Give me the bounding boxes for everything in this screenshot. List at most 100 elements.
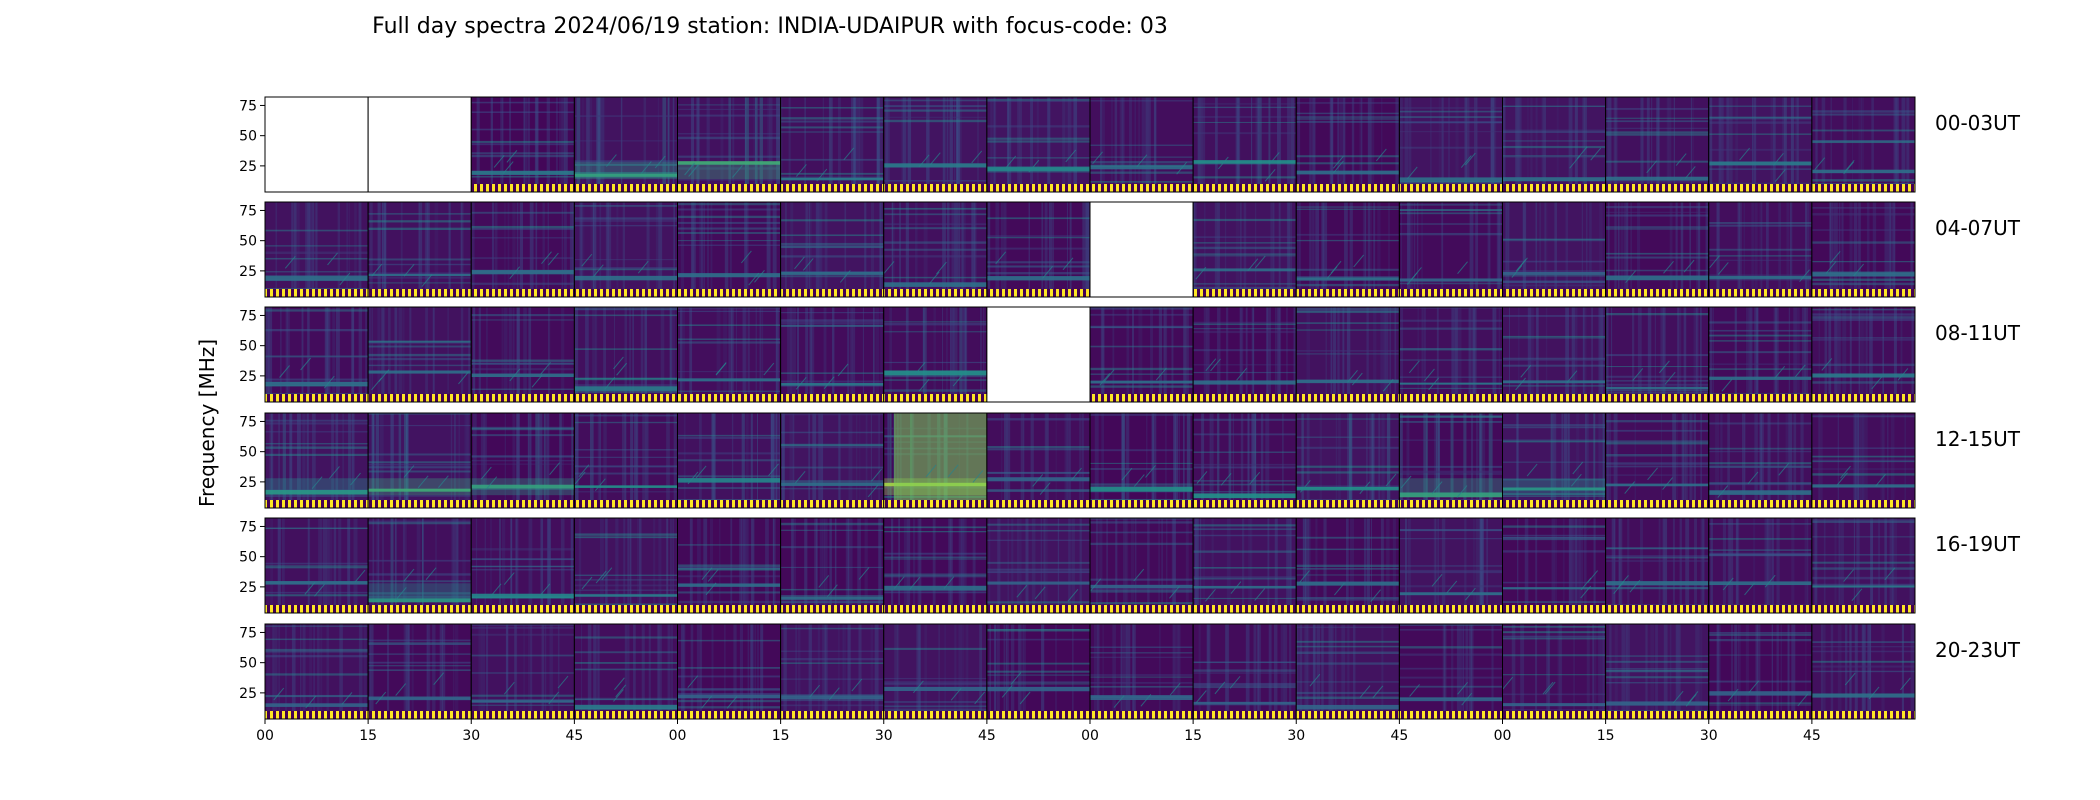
spectrum-panel-r0-c7 [986,96,1091,193]
y-tick-label: 75 [239,203,257,219]
spectrum-panel-r1-c14 [1708,201,1813,298]
spectrum-panel-r3-c2 [470,412,575,509]
spectrum-panel-r2-c0 [264,306,369,403]
spectrum-panel-r3-c1 [367,412,472,509]
spectrum-panel-r0-c12 [1502,96,1607,193]
spectrum-panel-r2-c11 [1398,306,1503,403]
spectrum-panel-r4-c13 [1605,517,1710,614]
spectrum-panel-r2-c12 [1502,306,1607,403]
spectrum-panel-r2-c13 [1605,306,1710,403]
spectrum-panel-r3-c12 [1502,412,1607,509]
spectrum-panel-r5-c8 [1089,623,1194,720]
spectrum-panel-r5-c14 [1708,623,1813,720]
spectrum-panel-r4-c0 [264,517,369,614]
spectrum-panel-r1-c12 [1502,201,1607,298]
y-tick-label: 75 [239,308,257,324]
spectrum-panel-r4-c8 [1089,517,1194,614]
y-tick-label: 50 [239,129,257,145]
spectrum-panel-r5-c5 [780,623,885,720]
x-tick-label: 45 [978,728,996,744]
x-tick-label: 15 [1184,728,1202,744]
spectrum-panel-r1-c13 [1605,201,1710,298]
y-tick-label: 50 [239,656,257,672]
spectrum-panel-r5-c9 [1192,623,1297,720]
row-time-label: 12-15UT [1935,427,2021,451]
spectrum-panel-r0-c1 [367,96,472,193]
y-tick-label: 25 [239,686,257,702]
spectrum-panel-r0-c0 [264,96,369,193]
spectrum-panel-r5-c13 [1605,623,1710,720]
spectrum-panel-r1-c8 [1089,201,1194,298]
spectrum-panel-r2-c5 [780,306,885,403]
spectrum-panel-r3-c7 [986,412,1091,509]
spectrum-panel-r2-c2 [470,306,575,403]
spectrum-panel-r0-c9 [1192,96,1297,193]
spectrum-panel-r5-c0 [264,623,369,720]
chart-title: Full day spectra 2024/06/19 station: IND… [372,14,1168,39]
spectrum-panel-r1-c5 [780,201,885,298]
spectrum-panel-r5-c3 [573,623,678,720]
spectrum-panel-r0-c14 [1708,96,1813,193]
spectrum-panel-r1-c11 [1398,201,1503,298]
y-tick-label: 50 [239,445,257,461]
x-tick-label: 00 [1494,728,1512,744]
spectrum-panel-r0-c5 [780,96,885,193]
spectrum-panel-r1-c9 [1192,201,1297,298]
spectrum-panel-r3-c10 [1295,412,1400,509]
spectrum-panel-r3-c4 [677,412,782,509]
row-time-label: 20-23UT [1935,638,2021,662]
x-tick-label: 30 [1700,728,1718,744]
spectrum-panel-r5-c2 [470,623,575,720]
y-tick-label: 75 [239,414,257,430]
spectrum-panel-r1-c15 [1811,201,1916,298]
y-tick-label: 25 [239,580,257,596]
spectra-panels: 75 50 25 00-03UT 75 50 25 04-07UT 75 50 25 08-11UT 7… [239,96,2021,720]
spectrum-panel-r0-c15 [1811,96,1916,193]
spectrum-panel-r4-c2 [470,517,575,614]
spectrum-panel-r3-c5 [780,412,885,509]
spectrum-panel-r0-c3 [573,96,678,193]
spectrum-panel-r2-c10 [1295,306,1400,403]
spectrum-panel-r1-c6 [883,201,988,298]
x-tick-label: 45 [1803,728,1821,744]
spectrum-panel-r0-c6 [883,96,988,193]
spectrum-panel-r3-c13 [1605,412,1710,509]
spectrum-panel-r3-c14 [1708,412,1813,509]
row-time-label: 00-03UT [1935,111,2021,135]
x-axis-ticks: 00 15 30 45 00 15 30 45 00 15 30 45 00 15 30 45 [256,719,1821,744]
spectrum-panel-r5-c12 [1502,623,1607,720]
spectrum-panel-r3-c15 [1811,412,1916,509]
spectrum-panel-r4-c12 [1502,517,1607,614]
x-tick-label: 15 [772,728,790,744]
y-tick-label: 50 [239,339,257,355]
spectrum-panel-r1-c3 [573,201,678,298]
spectrum-panel-r3-c9 [1192,412,1297,509]
spectrum-panel-r2-c1 [367,306,472,403]
y-tick-label: 25 [239,475,257,491]
spectrum-panel-r0-c11 [1398,96,1503,193]
row-time-label: 04-07UT [1935,216,2021,240]
y-axis-label: Frequency [MHz] [195,339,219,507]
spectrum-panel-r5-c1 [367,623,472,720]
spectrum-panel-r2-c15 [1811,306,1916,403]
spectrum-panel-r0-c4 [677,96,782,193]
spectrum-panel-r5-c15 [1811,623,1916,720]
x-tick-label: 00 [669,728,687,744]
row-time-label: 16-19UT [1935,532,2021,556]
spectrum-panel-r2-c4 [677,306,782,403]
spectrum-panel-r2-c6 [883,306,988,403]
x-tick-label: 45 [565,728,583,744]
x-tick-label: 15 [359,728,377,744]
spectrum-panel-r1-c7 [986,201,1091,298]
spectrum-panel-r3-c6 [883,412,988,509]
spectrum-panel-r3-c8 [1089,412,1194,509]
x-tick-label: 30 [1287,728,1305,744]
y-tick-label: 75 [239,98,257,114]
spectrum-panel-r1-c4 [677,201,782,298]
spectrum-panel-r5-c6 [883,623,988,720]
spectrum-panel-r4-c5 [780,517,885,614]
y-tick-label: 25 [239,264,257,280]
spectrum-panel-r0-c8 [1089,96,1194,193]
spectrum-panel-r1-c10 [1295,201,1400,298]
x-tick-label: 15 [1597,728,1615,744]
